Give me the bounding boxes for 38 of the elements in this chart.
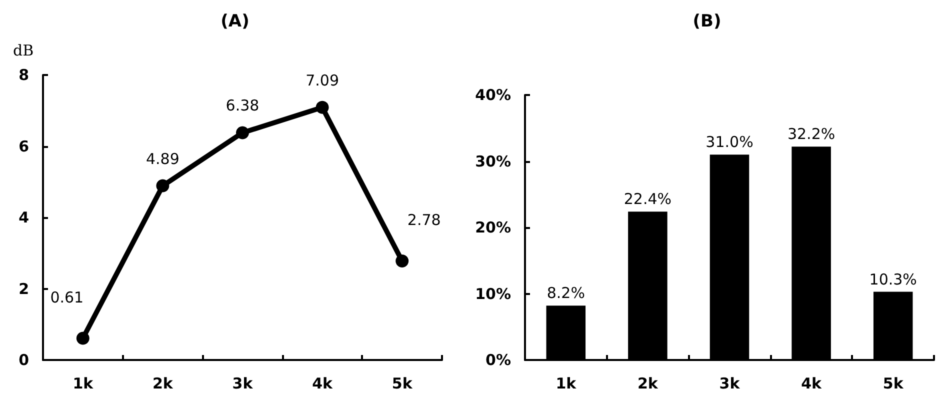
y-tick-label: 20% [475, 218, 511, 236]
data-label: 7.09 [306, 71, 340, 90]
y-tick-label: 2 [18, 280, 29, 298]
point [156, 179, 170, 192]
data-label: 2.78 [407, 210, 441, 229]
data-label: 4.89 [146, 150, 180, 168]
data-label: 32.2% [787, 125, 836, 144]
x-tick-label: 5k [392, 374, 414, 392]
x-tick-label: 3k [232, 374, 254, 392]
data-label: 8.2% [546, 284, 585, 302]
data-label: 10.3% [869, 270, 917, 288]
y-tick-label: 0% [486, 351, 511, 369]
y-tick-label: 40% [475, 86, 511, 104]
y-axis-title: dB [13, 42, 34, 60]
data-label: 6.38 [226, 96, 260, 115]
point [76, 332, 90, 345]
data-label: 31.0% [706, 133, 754, 152]
x-tick-label: 4k [801, 374, 823, 392]
x-tick-label: 3k [719, 374, 741, 392]
y-tick-label: 4 [18, 208, 29, 226]
x-tick-label: 2k [152, 374, 174, 392]
point [396, 254, 409, 268]
x-tick-label: 1k [556, 374, 578, 392]
y-tick-label: 0 [18, 351, 29, 369]
x-tick-label: 5k [882, 374, 904, 392]
x-tick-label: 1k [72, 374, 94, 392]
data-label: 0.61 [50, 288, 84, 306]
y-tick-label: 30% [475, 152, 511, 170]
y-tick-label: 8 [18, 66, 29, 84]
y-tick-label: 10% [475, 284, 511, 303]
point [316, 100, 329, 114]
chart-title: (A) [220, 12, 250, 32]
x-tick-label: 4k [312, 374, 334, 392]
point [236, 126, 249, 140]
chart-title: (B) [692, 12, 722, 32]
data-label: 22.4% [624, 190, 672, 208]
x-tick-label: 2k [637, 374, 659, 392]
y-tick-label: 6 [18, 137, 29, 156]
